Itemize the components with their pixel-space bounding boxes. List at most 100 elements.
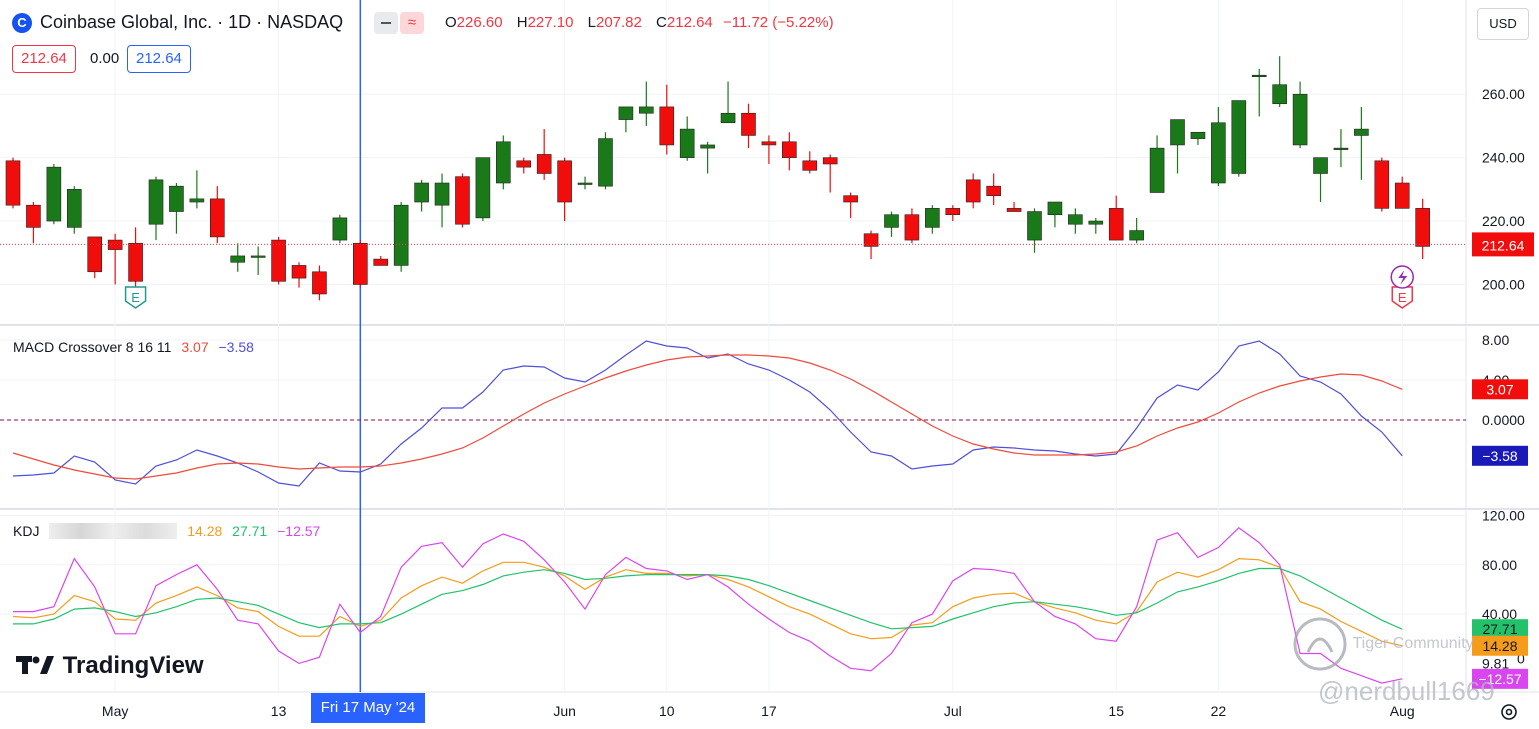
candle-body bbox=[1251, 74, 1267, 77]
candle-body bbox=[1006, 208, 1022, 212]
last-price-label: 212.64 bbox=[1482, 237, 1525, 253]
macd-signal-value: 3.07 bbox=[181, 339, 209, 355]
candle-body bbox=[1415, 208, 1430, 247]
time-axis-label[interactable]: 22 bbox=[1211, 703, 1227, 719]
time-axis-label[interactable]: Jul bbox=[944, 703, 962, 719]
candle-body bbox=[496, 141, 511, 184]
macd-signal-last-label: 3.07 bbox=[1486, 381, 1513, 397]
candle-body bbox=[925, 208, 940, 228]
candle-body bbox=[618, 106, 634, 120]
candle-body bbox=[66, 189, 82, 228]
candle-body bbox=[1088, 220, 1104, 225]
collapse-toggle-button[interactable] bbox=[374, 12, 398, 34]
bid-price-button[interactable]: 212.64 bbox=[12, 45, 76, 73]
candle-body bbox=[414, 182, 429, 203]
candle-body bbox=[1170, 119, 1185, 146]
symbol-title[interactable]: Coinbase Global, Inc. · 1D · NASDAQ bbox=[40, 12, 344, 32]
change-value: −11.72 (−5.22%) bbox=[722, 14, 834, 31]
candle-body bbox=[1272, 84, 1287, 105]
time-axis-label[interactable]: Aug bbox=[1390, 703, 1415, 719]
candle-body bbox=[884, 214, 899, 228]
time-axis-label[interactable]: 10 bbox=[659, 703, 675, 719]
kdj-j-last-label: −12.57 bbox=[1478, 671, 1521, 687]
candle-body bbox=[761, 141, 777, 146]
time-axis-label[interactable]: 13 bbox=[271, 703, 287, 719]
candle-body bbox=[1068, 214, 1083, 225]
kdj-k-last-label: 14.28 bbox=[1482, 638, 1517, 654]
currency-selector[interactable]: USD bbox=[1477, 8, 1529, 40]
earnings-marker-icon[interactable] bbox=[124, 286, 147, 309]
candle-body bbox=[679, 128, 695, 158]
macd-tick-label: 8.00 bbox=[1482, 332, 1509, 348]
tradingview-mark-icon bbox=[16, 656, 54, 674]
candle-body bbox=[128, 242, 143, 282]
community-watermark: Tiger Community bbox=[1292, 616, 1474, 672]
kdj-k-last-badge bbox=[1472, 635, 1528, 656]
candle-body bbox=[659, 106, 675, 146]
time-axis-label[interactable]: 17 bbox=[761, 703, 777, 719]
kdj-series-d bbox=[13, 567, 1403, 630]
candle-body bbox=[475, 157, 491, 219]
candle-body bbox=[1374, 160, 1390, 209]
kdj-extra-tick-label: 0 bbox=[1517, 650, 1525, 666]
candle-body bbox=[863, 233, 879, 247]
price-tick-label: 240.00 bbox=[1482, 150, 1525, 166]
macd-line-last-badge bbox=[1472, 445, 1528, 466]
settings-gear-button[interactable] bbox=[1497, 700, 1521, 724]
earnings-marker-icon[interactable] bbox=[1391, 286, 1413, 309]
macd-line-last-label: −3.58 bbox=[1482, 448, 1518, 464]
kdj-extra-tick-label: 9.81 bbox=[1482, 655, 1509, 671]
price-tick-label: 200.00 bbox=[1482, 276, 1525, 292]
time-axis-label[interactable]: May bbox=[102, 703, 128, 719]
macd-legend[interactable]: MACD Crossover 8 16 11 3.07 −3.58 bbox=[13, 339, 254, 355]
candle-body bbox=[1313, 157, 1328, 174]
candle-body bbox=[210, 198, 225, 238]
time-axis-label[interactable]: Jun bbox=[553, 703, 576, 719]
candle-body bbox=[782, 141, 797, 158]
macd-series-macd bbox=[12, 340, 1403, 487]
kdj-pane bbox=[12, 527, 1403, 684]
candle-body bbox=[802, 160, 818, 171]
earnings-marker-label: E bbox=[1398, 290, 1407, 305]
macd-series-signal bbox=[12, 354, 1403, 480]
time-axis-label[interactable]: 15 bbox=[1108, 703, 1124, 719]
tiger-logo-icon bbox=[1293, 617, 1347, 671]
candle-body bbox=[904, 214, 920, 241]
candle-body bbox=[577, 182, 593, 185]
candle-body bbox=[1394, 182, 1410, 209]
candle-body bbox=[986, 185, 1001, 196]
candle-body bbox=[1211, 122, 1226, 184]
time-axis[interactable]: May 13 Jun 10 17 Jul 15 22 Aug bbox=[102, 703, 1415, 719]
minus-icon bbox=[381, 22, 391, 24]
candle-body bbox=[87, 236, 103, 273]
candle-body bbox=[291, 265, 307, 279]
kdj-j-last-badge bbox=[1472, 668, 1528, 689]
ask-price-button[interactable]: 212.64 bbox=[127, 45, 191, 73]
kdj-tick-label: 40.00 bbox=[1482, 606, 1517, 622]
candle-body bbox=[353, 242, 368, 285]
candle-body bbox=[1333, 147, 1349, 150]
compare-toggle-button[interactable]: ≈ bbox=[400, 12, 424, 34]
candle-body bbox=[5, 160, 21, 206]
approx-icon: ≈ bbox=[407, 14, 417, 31]
open-value: 226.60 bbox=[456, 14, 503, 31]
candle-body bbox=[822, 157, 838, 165]
kdj-legend[interactable]: KDJ 14.28 27.71 −12.57 bbox=[13, 523, 321, 539]
candle-body bbox=[598, 138, 613, 187]
candle-body bbox=[1129, 230, 1144, 241]
candle-body bbox=[434, 182, 450, 206]
earnings-marker-label: E bbox=[131, 290, 140, 305]
tradingview-logo[interactable]: TradingView bbox=[16, 652, 204, 680]
candle-body bbox=[312, 271, 327, 295]
spread-value: 0.00 bbox=[90, 50, 120, 67]
candle-body bbox=[843, 195, 858, 203]
candle-body bbox=[1231, 100, 1247, 174]
candle-body bbox=[516, 160, 532, 168]
candle-body bbox=[639, 106, 654, 114]
kdj-series-k bbox=[12, 557, 1403, 647]
ohlc-readout: O226.60 H227.10 L207.82 C212.64 −11.72 (… bbox=[445, 14, 834, 31]
candle-body bbox=[332, 217, 348, 241]
crosshair-date-label: Fri 17 May '24 bbox=[311, 693, 425, 723]
